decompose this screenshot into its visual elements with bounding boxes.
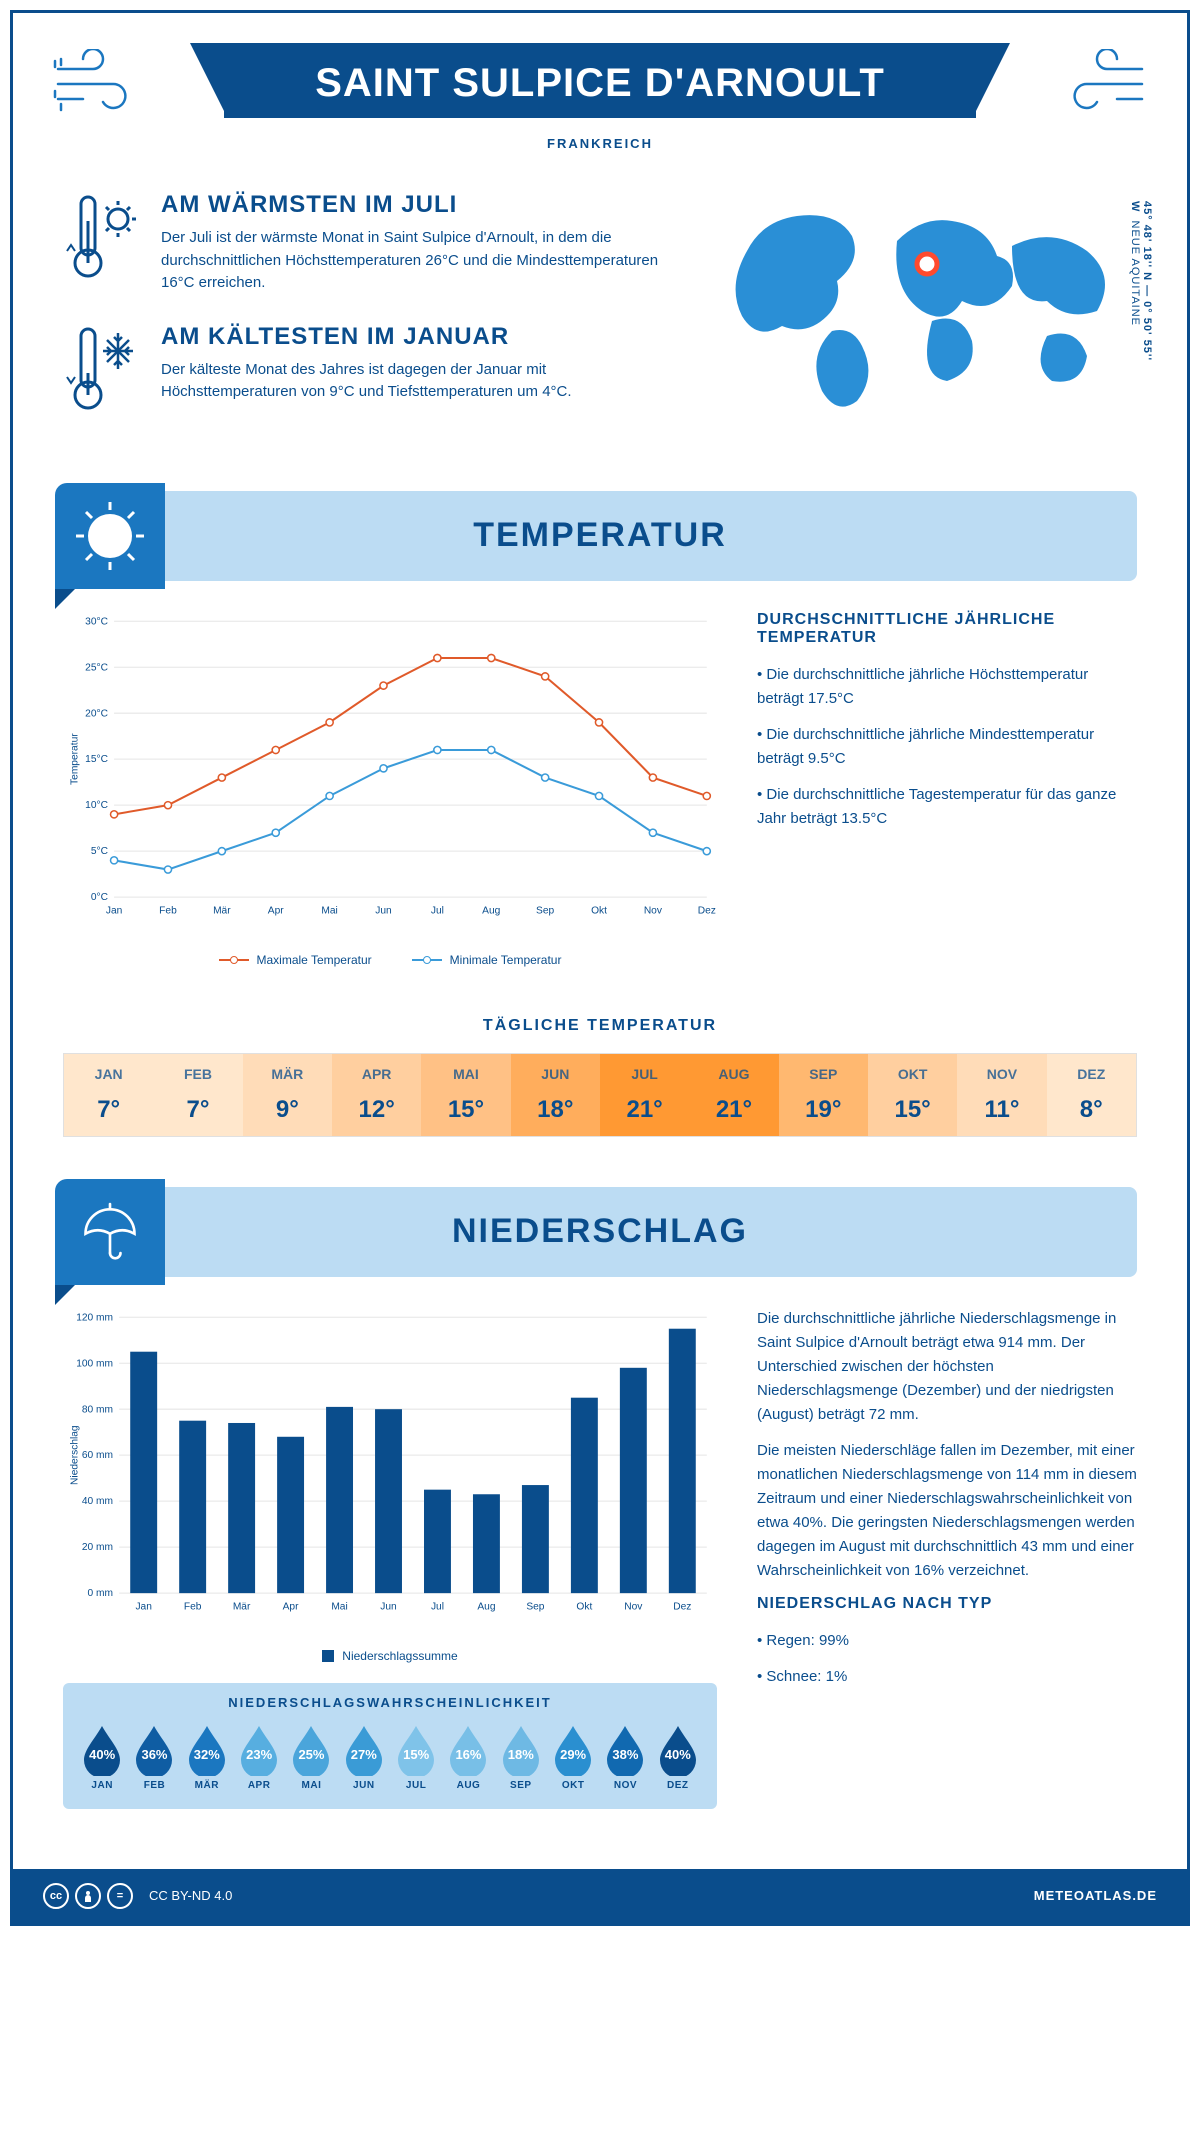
precip-legend: Niederschlagssumme (63, 1649, 717, 1663)
svg-text:120 mm: 120 mm (76, 1312, 113, 1323)
country-label: FRANKREICH (547, 136, 653, 151)
svg-text:Okt: Okt (576, 1601, 592, 1612)
umbrella-icon (55, 1179, 165, 1285)
precip-title: NIEDERSCHLAG (452, 1212, 748, 1251)
svg-text:Nov: Nov (624, 1601, 643, 1612)
header: SAINT SULPICE D'ARNOULT FRANKREICH (13, 13, 1187, 151)
svg-text:Feb: Feb (159, 905, 177, 916)
temp-bullets: • Die durchschnittliche jährliche Höchst… (757, 663, 1137, 831)
svg-text:Jul: Jul (431, 905, 444, 916)
precip-section-header: NIEDERSCHLAG (63, 1187, 1137, 1277)
precip-types: • Regen: 99%• Schnee: 1% (757, 1629, 1137, 1689)
svg-text:0 mm: 0 mm (88, 1588, 114, 1599)
city-title: SAINT SULPICE D'ARNOULT (224, 61, 976, 106)
svg-text:10°C: 10°C (85, 800, 108, 811)
svg-text:Mär: Mär (233, 1601, 251, 1612)
thermometer-sun-icon (63, 191, 143, 281)
svg-text:Niederschlag: Niederschlag (69, 1425, 80, 1485)
svg-text:20 mm: 20 mm (82, 1542, 113, 1553)
world-map (717, 191, 1137, 411)
svg-text:Jul: Jul (431, 1601, 444, 1612)
svg-text:80 mm: 80 mm (82, 1404, 113, 1415)
svg-text:Mai: Mai (331, 1601, 347, 1612)
precip-text-1: Die durchschnittliche jährliche Niedersc… (757, 1307, 1137, 1427)
thermometer-snow-icon (63, 323, 143, 413)
footer: cc = CC BY-ND 4.0 METEOATLAS.DE (13, 1869, 1187, 1923)
temp-title: TEMPERATUR (473, 516, 727, 555)
daily-temp-title: TÄGLICHE TEMPERATUR (63, 1017, 1137, 1035)
svg-text:Jan: Jan (106, 905, 123, 916)
svg-text:Dez: Dez (673, 1601, 691, 1612)
svg-text:Okt: Okt (591, 905, 607, 916)
wind-icon (53, 49, 143, 119)
license-icons: cc = CC BY-ND 4.0 (43, 1883, 232, 1909)
temp-legend: Maximale Temperatur Minimale Temperatur (63, 953, 717, 967)
svg-text:Aug: Aug (482, 905, 500, 916)
coldest-title: AM KÄLTESTEN IM JANUAR (161, 323, 677, 351)
svg-text:Jan: Jan (135, 1601, 152, 1612)
svg-text:15°C: 15°C (85, 754, 108, 765)
warmest-text: Der Juli ist der wärmste Monat in Saint … (161, 227, 677, 295)
license-text: CC BY-ND 4.0 (149, 1888, 232, 1903)
temp-section-header: TEMPERATUR (63, 491, 1137, 581)
wind-icon (1057, 49, 1147, 119)
svg-text:Apr: Apr (283, 1601, 299, 1612)
svg-text:Jun: Jun (380, 1601, 397, 1612)
coldest-text: Der kälteste Monat des Jahres ist dagege… (161, 359, 677, 404)
precip-text-2: Die meisten Niederschläge fallen im Deze… (757, 1439, 1137, 1583)
precip-bar-chart: 0 mm 20 mm 40 mm 60 mm 80 mm 100 mm 120 mm Jan F… (63, 1307, 717, 1634)
coordinates: 45° 48' 18'' N — 0° 50' 55'' W NEUE AQUI… (1129, 201, 1153, 401)
svg-text:30°C: 30°C (85, 616, 108, 627)
svg-text:0°C: 0°C (91, 892, 108, 903)
warmest-title: AM WÄRMSTEN IM JULI (161, 191, 677, 219)
svg-text:Apr: Apr (268, 905, 284, 916)
svg-text:Sep: Sep (526, 1601, 544, 1612)
warmest-fact: AM WÄRMSTEN IM JULI Der Juli ist der wär… (63, 191, 677, 295)
precip-probability: NIEDERSCHLAGSWAHRSCHEINLICHKEIT 40%JAN36… (63, 1683, 717, 1809)
svg-text:Feb: Feb (184, 1601, 202, 1612)
sun-icon (55, 483, 165, 589)
avg-temp-title: DURCHSCHNITTLICHE JÄHRLICHE TEMPERATUR (757, 611, 1137, 647)
title-banner: SAINT SULPICE D'ARNOULT (224, 43, 976, 118)
svg-text:Mär: Mär (213, 905, 231, 916)
svg-text:Sep: Sep (536, 905, 554, 916)
svg-text:5°C: 5°C (91, 846, 108, 857)
temp-line-chart: 0°C 5°C 10°C 15°C 20°C 25°C 30°C Jan Feb Mär Apr Ma… (63, 611, 717, 938)
svg-text:Dez: Dez (698, 905, 716, 916)
coldest-fact: AM KÄLTESTEN IM JANUAR Der kälteste Mona… (63, 323, 677, 413)
svg-text:40 mm: 40 mm (82, 1496, 113, 1507)
svg-text:100 mm: 100 mm (76, 1358, 113, 1369)
svg-text:Nov: Nov (644, 905, 663, 916)
svg-text:60 mm: 60 mm (82, 1450, 113, 1461)
svg-text:20°C: 20°C (85, 708, 108, 719)
site-name: METEOATLAS.DE (1034, 1888, 1157, 1903)
svg-text:Mai: Mai (321, 905, 337, 916)
svg-text:Aug: Aug (477, 1601, 495, 1612)
svg-text:Jun: Jun (375, 905, 392, 916)
svg-text:Temperatur: Temperatur (69, 732, 80, 784)
svg-text:25°C: 25°C (85, 662, 108, 673)
daily-temp-table: JAN7°FEB7°MÄR9°APR12°MAI15°JUN18°JUL21°A… (63, 1053, 1137, 1137)
precip-type-title: NIEDERSCHLAG NACH TYP (757, 1595, 1137, 1613)
